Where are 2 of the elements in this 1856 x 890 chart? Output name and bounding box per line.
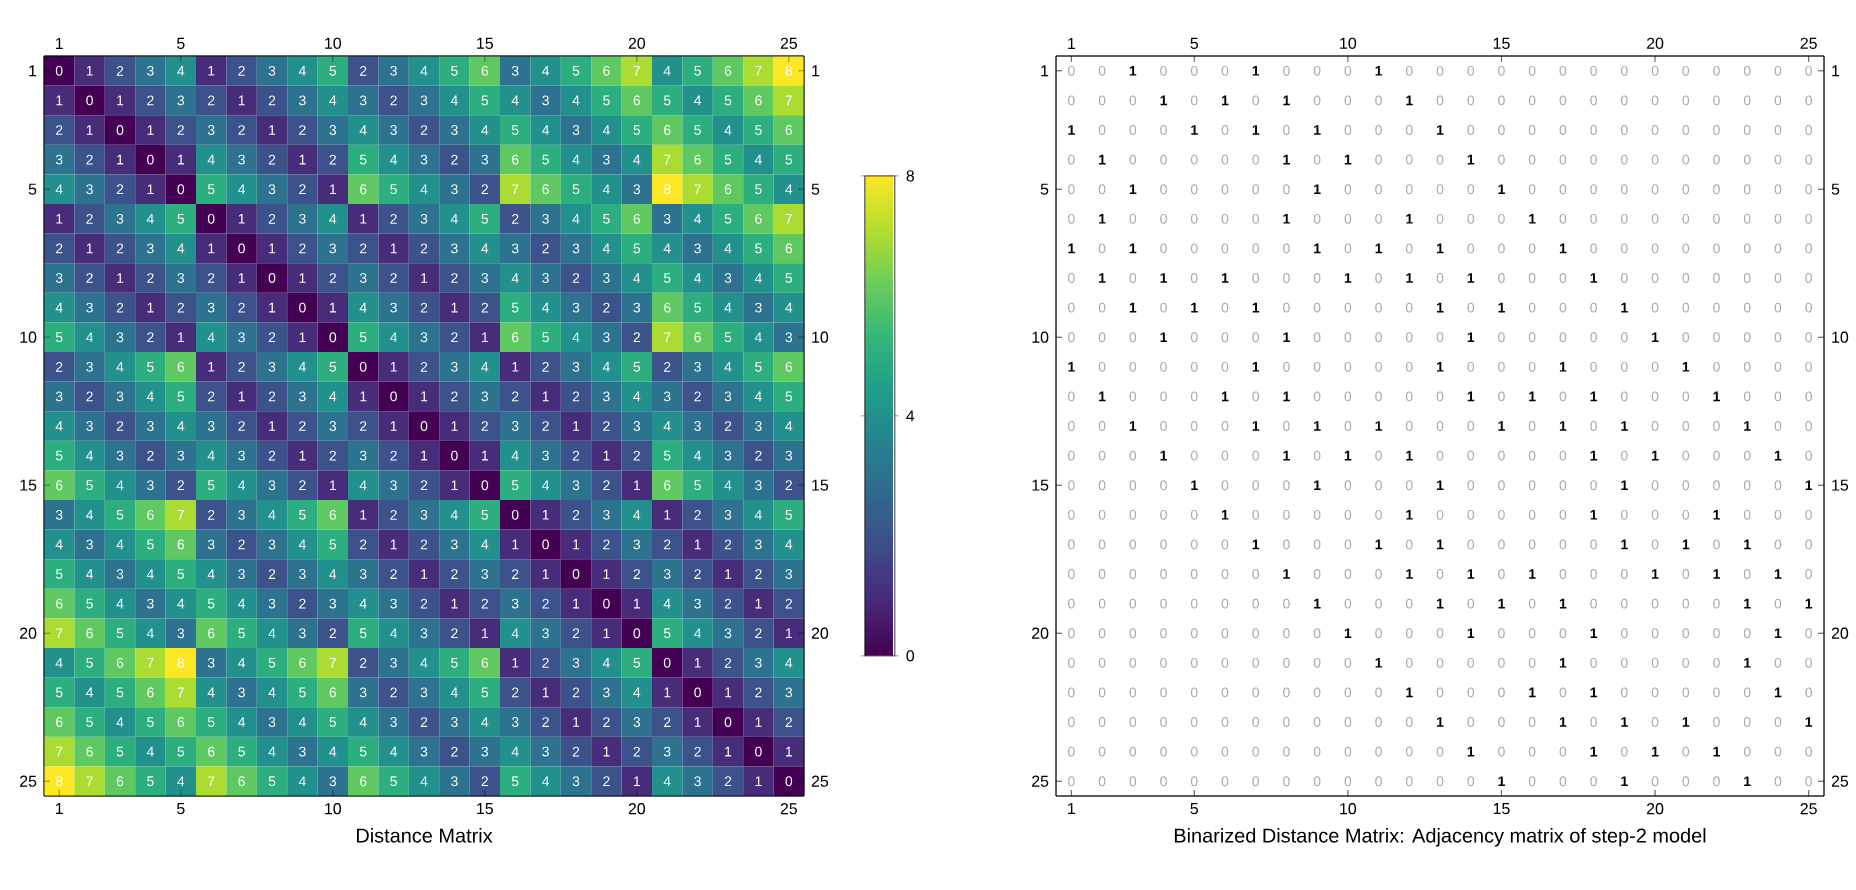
x-axis-title: Distance Matrix: [356, 828, 493, 843]
x-axis-title: Binarized Distance Matrix: Adjacency matrix of step-2 model: [1174, 828, 1706, 847]
